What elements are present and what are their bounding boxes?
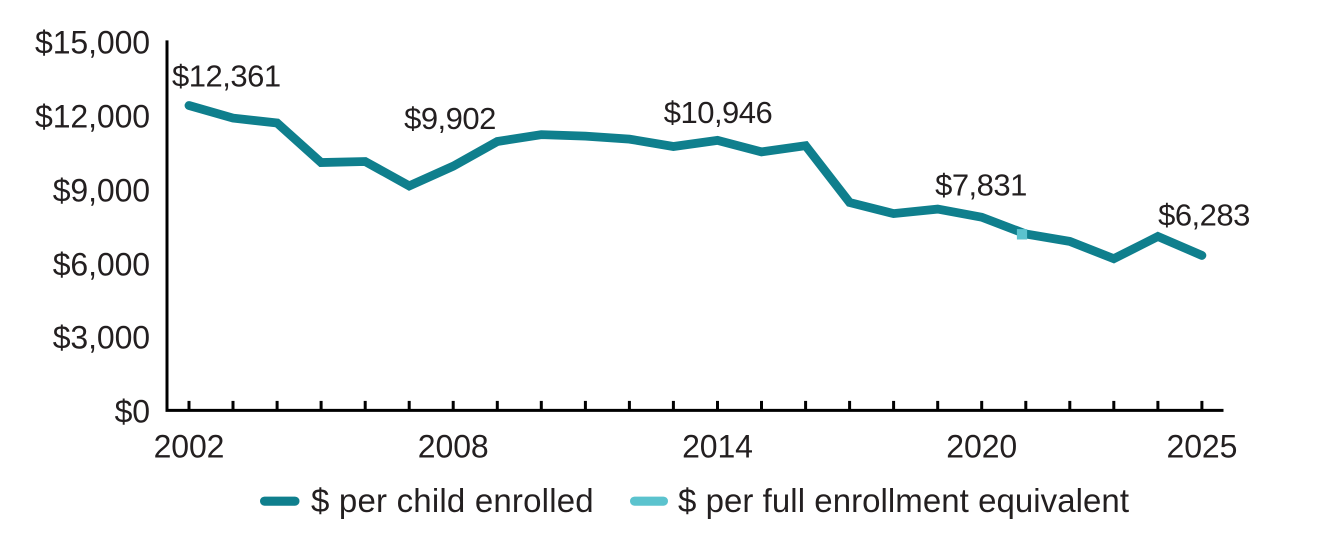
svg-text:2025: 2025 bbox=[1167, 429, 1238, 465]
svg-text:$7,831: $7,831 bbox=[935, 167, 1027, 202]
svg-text:$10,946: $10,946 bbox=[664, 95, 773, 130]
svg-text:$ per child enrolled: $ per child enrolled bbox=[311, 482, 594, 519]
svg-text:$15,000: $15,000 bbox=[35, 24, 150, 60]
svg-text:$3,000: $3,000 bbox=[53, 320, 150, 356]
svg-text:$6,283: $6,283 bbox=[1158, 198, 1250, 233]
svg-text:2020: 2020 bbox=[946, 429, 1017, 465]
svg-text:$12,361: $12,361 bbox=[172, 59, 281, 94]
svg-text:$6,000: $6,000 bbox=[53, 246, 150, 282]
svg-text:$12,000: $12,000 bbox=[35, 98, 150, 134]
svg-text:2002: 2002 bbox=[154, 429, 225, 465]
svg-text:$9,000: $9,000 bbox=[53, 172, 150, 208]
svg-text:$0: $0 bbox=[115, 394, 150, 430]
svg-text:$9,902: $9,902 bbox=[404, 101, 496, 136]
svg-text:2008: 2008 bbox=[418, 429, 489, 465]
svg-text:$ per full enrollment equivale: $ per full enrollment equivalent bbox=[678, 482, 1129, 519]
svg-text:2014: 2014 bbox=[682, 429, 753, 465]
